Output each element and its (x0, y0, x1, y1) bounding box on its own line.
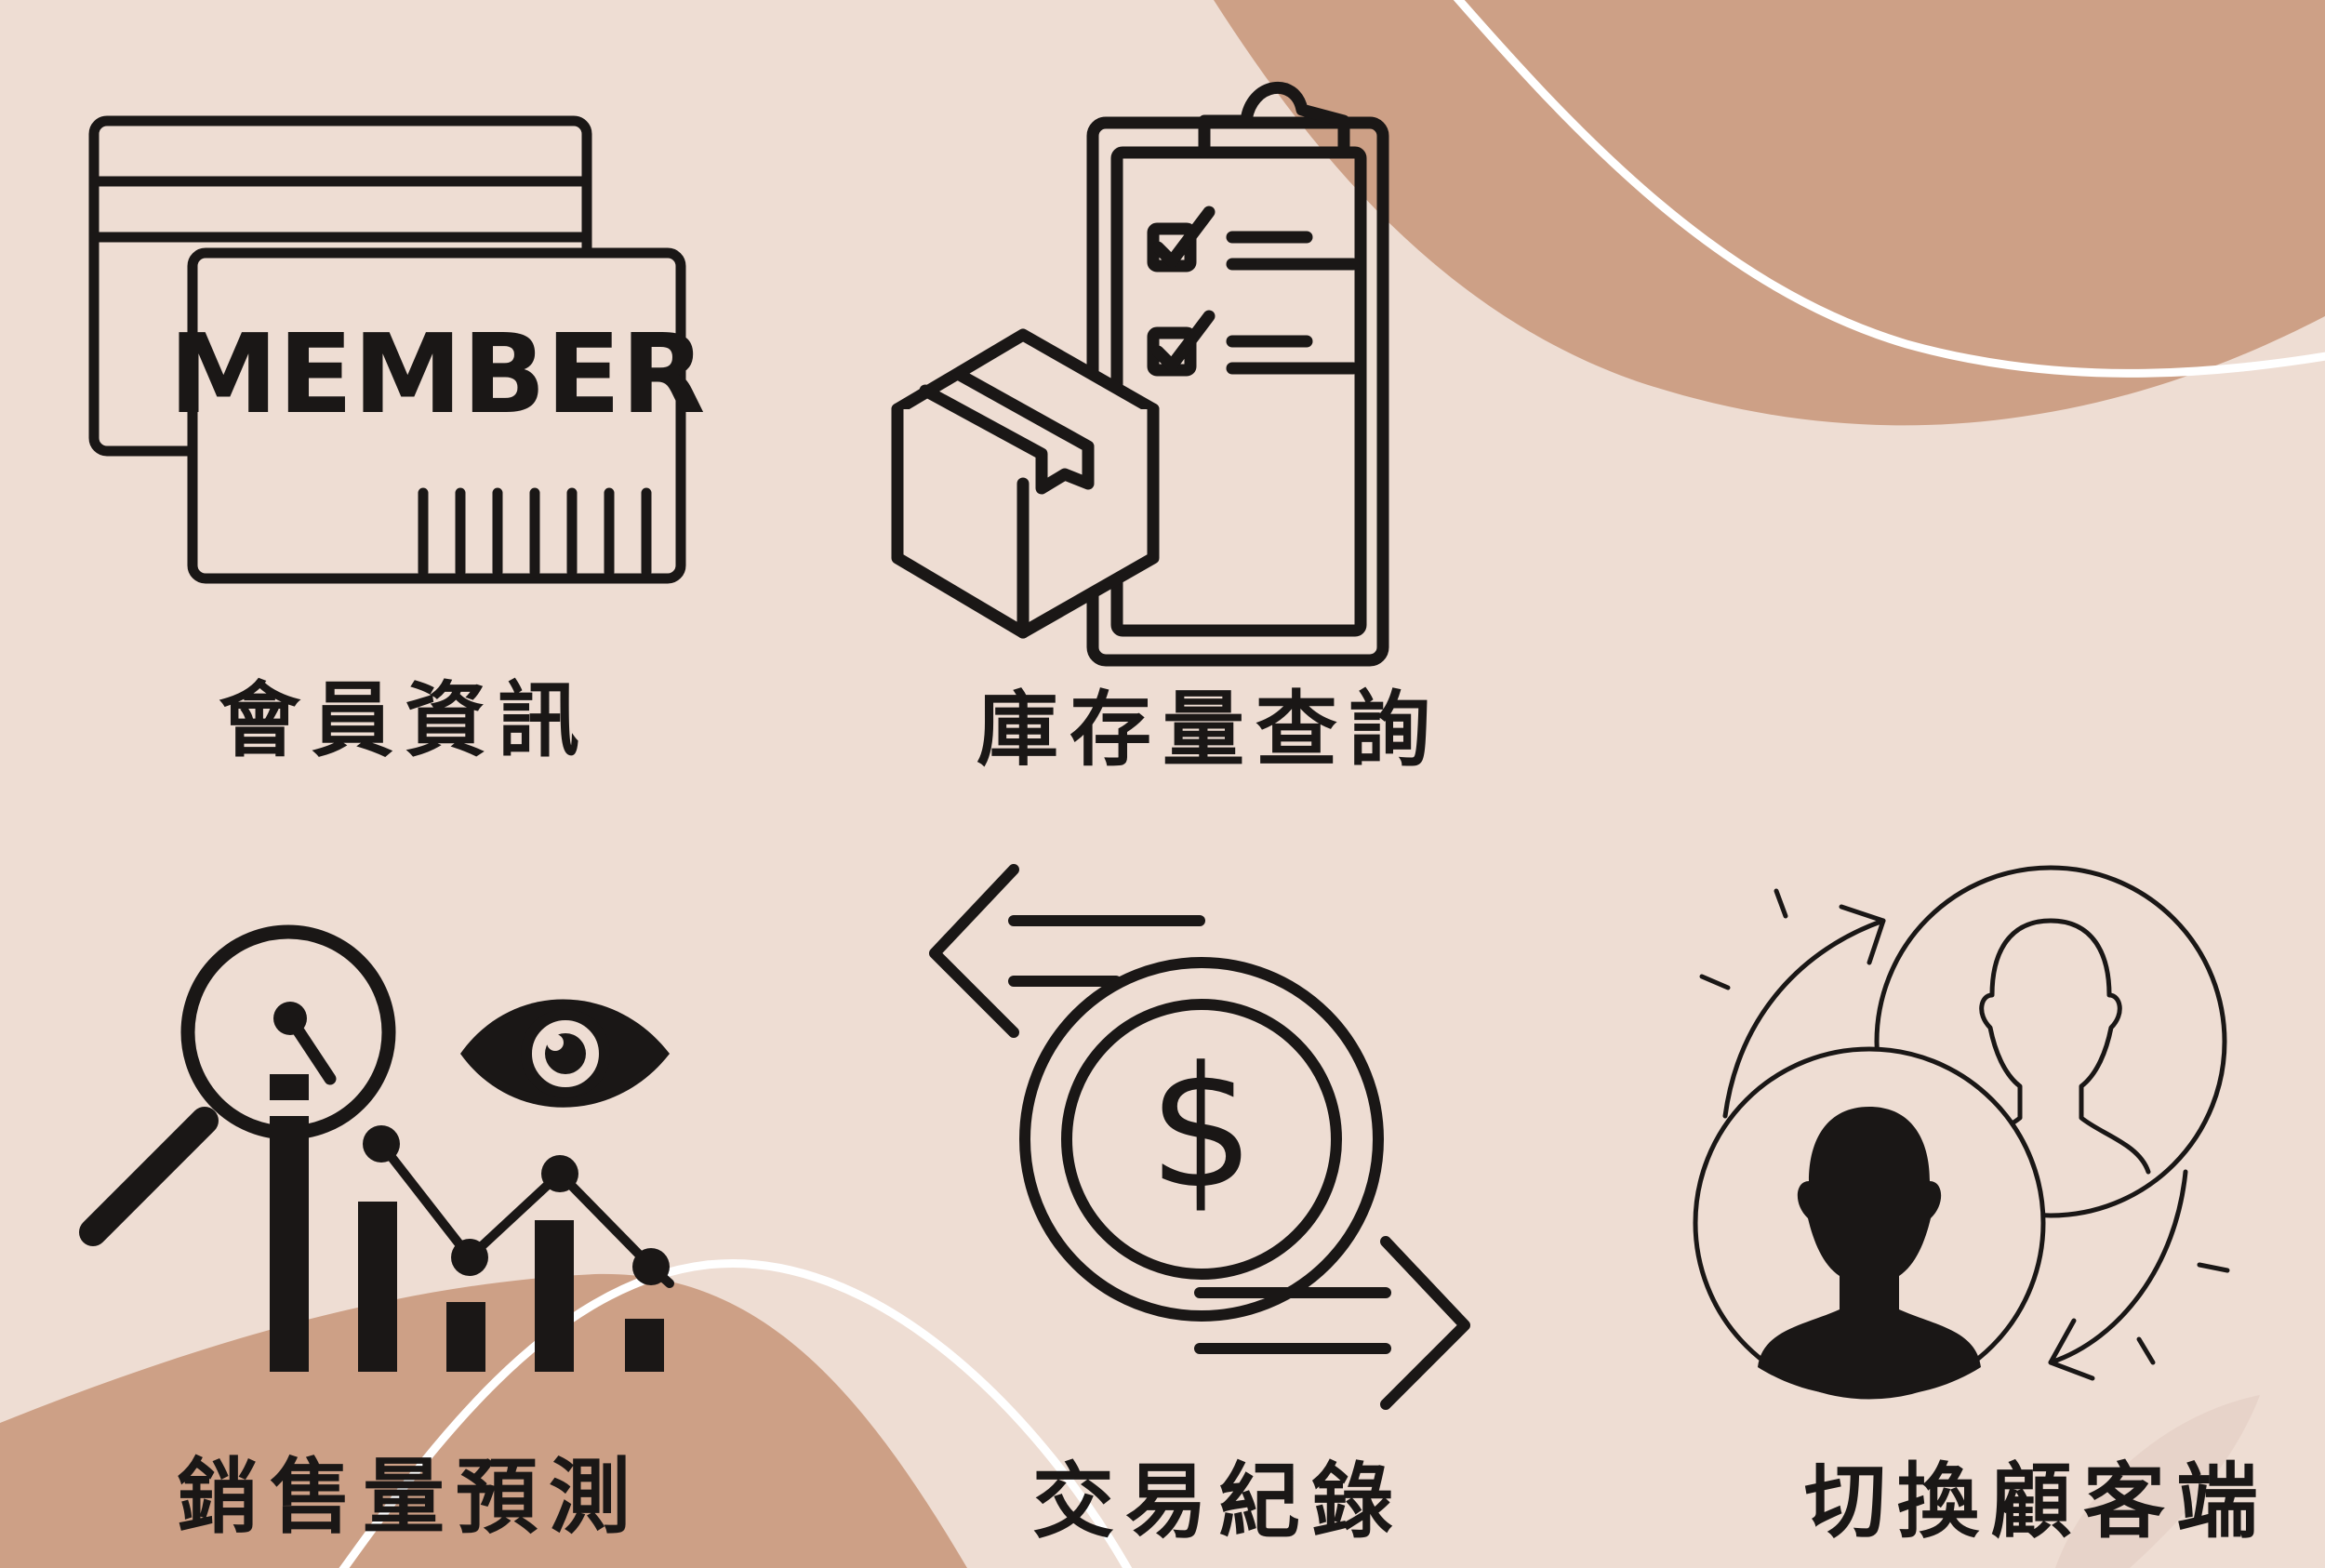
transaction-records-button[interactable]: $ 交易紀錄 (921, 856, 1516, 1562)
member-info-button[interactable]: MEMBER 會員資訊 (88, 112, 705, 781)
clipboard-box-icon (891, 81, 1389, 667)
transaction-records-label: 交易紀錄 (1032, 1453, 1405, 1549)
member-info-label: 會員資訊 (219, 671, 591, 768)
inventory-query-label: 庫存量查詢 (976, 681, 1442, 777)
currency-exchange-icon: $ (929, 864, 1470, 1410)
sales-forecast-button[interactable]: 銷售量預測 (74, 911, 707, 1562)
magnifier-handle (79, 1107, 219, 1246)
switch-customer-label: 切換顧客端 (1804, 1453, 2270, 1549)
top-right-blob (1214, 0, 2325, 426)
analytics-chart-icon (79, 924, 674, 1372)
switch-user-icon (1693, 865, 2230, 1400)
member-card-icon: MEMBER (88, 115, 705, 584)
top-right-swoosh (1453, 0, 2325, 378)
sales-forecast-label: 銷售量預測 (177, 1448, 643, 1545)
currency-symbol: $ (1149, 1031, 1256, 1226)
member-card-text: MEMBER (169, 310, 706, 438)
bottom-left-blob (0, 1273, 967, 1568)
inventory-query-button[interactable]: 庫存量查詢 (888, 65, 1521, 791)
bottom-left-swoosh (339, 1259, 1133, 1568)
bottom-right-leaf (2055, 1395, 2260, 1568)
switch-customer-button[interactable]: 切換顧客端 (1683, 865, 2278, 1562)
